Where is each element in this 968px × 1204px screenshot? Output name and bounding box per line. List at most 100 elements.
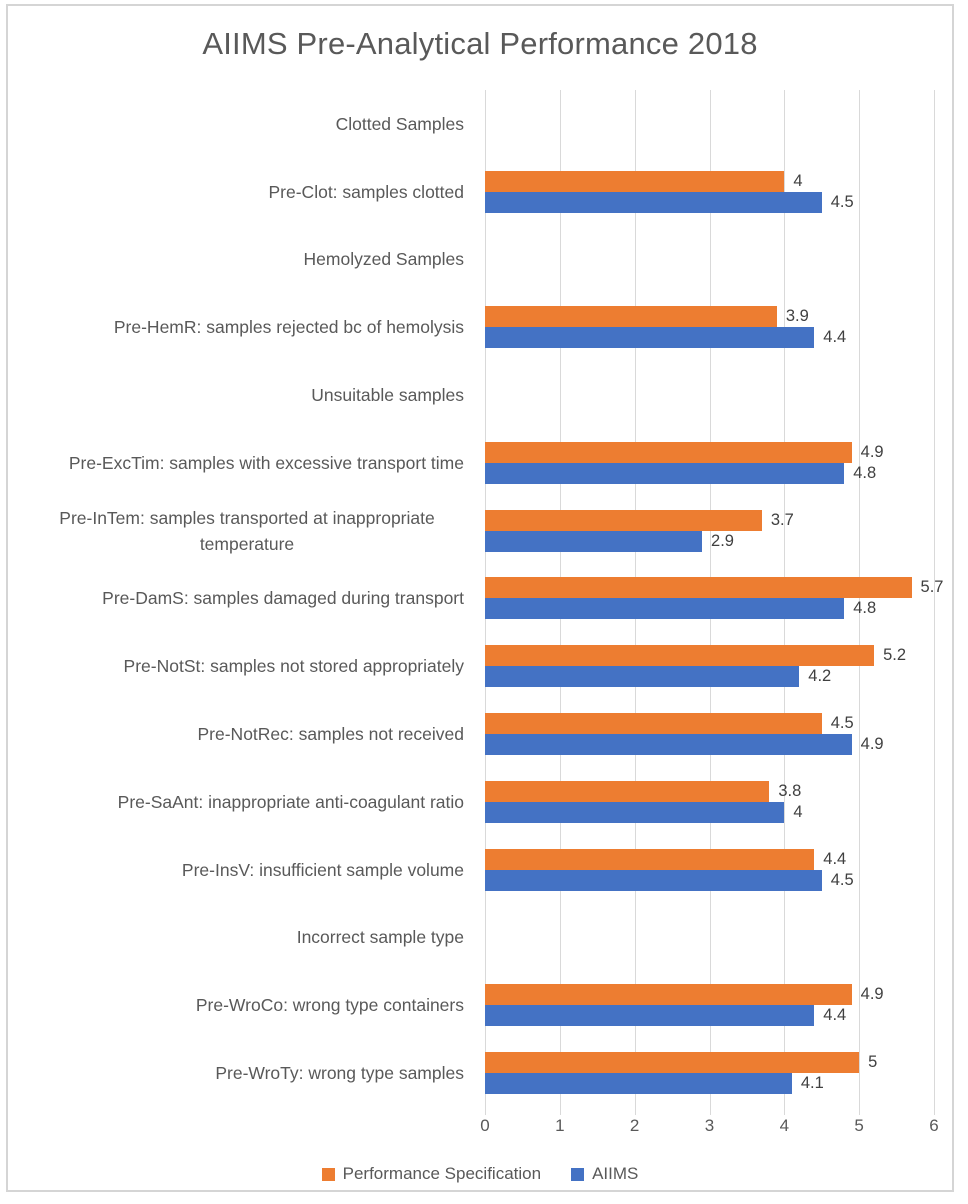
tick-mark-5 xyxy=(859,1107,861,1115)
data-label: 4.9 xyxy=(860,442,884,461)
bar-aiims xyxy=(485,327,815,349)
category-cell: Unsuitable samples xyxy=(30,361,464,429)
bar-performance-specification xyxy=(485,509,762,531)
bar-row: 4.4 4.5 xyxy=(485,836,934,904)
data-label: 4.2 xyxy=(808,667,832,686)
data-label: 4.9 xyxy=(860,735,884,754)
bar-row: 3.9 4.4 xyxy=(485,293,934,361)
bar-row: 4 4.5 xyxy=(485,158,934,226)
bar-row: 4.9 4.4 xyxy=(485,971,934,1039)
category-cell: Pre-InTem: samples transported at inappr… xyxy=(30,497,464,565)
category-cell: Pre-WroCo: wrong type containers xyxy=(30,971,464,1039)
bar-performance-specification xyxy=(485,645,875,667)
category-label: Pre-InTem: samples transported at inappr… xyxy=(59,507,435,554)
data-label: 4.5 xyxy=(830,192,854,211)
data-label: 5.2 xyxy=(883,646,907,665)
x-tick-label-3: 3 xyxy=(704,1116,715,1135)
category-axis-labels: Clotted Samples Pre-Clot: samples clotted… xyxy=(30,90,464,1107)
data-label: 4 xyxy=(793,171,803,190)
gridline-6 xyxy=(934,90,935,1107)
bar-performance-specification xyxy=(485,780,770,802)
data-label: 4.4 xyxy=(823,849,847,868)
value-axis: 0 1 2 3 4 5 6 xyxy=(480,1116,938,1140)
tick-mark-1 xyxy=(559,1107,561,1115)
category-cell: Clotted Samples xyxy=(30,90,464,158)
legend-swatch-icon xyxy=(321,1167,335,1181)
legend-item-performance-specification: Performance Specification xyxy=(321,1164,541,1184)
data-label: 2.9 xyxy=(711,531,734,550)
bar-row: 4.9 4.8 xyxy=(485,429,934,497)
bar-row: 5.2 4.2 xyxy=(485,632,934,700)
data-label: 4.4 xyxy=(823,328,847,347)
bar-row xyxy=(485,904,934,972)
x-tick-label-2: 2 xyxy=(629,1116,640,1135)
data-label: 4.5 xyxy=(830,714,854,733)
bar-aiims xyxy=(485,666,800,688)
bar-row: 4.5 4.9 xyxy=(485,700,934,768)
tick-mark-2 xyxy=(634,1107,636,1115)
tick-mark-3 xyxy=(709,1107,711,1115)
category-cell: Pre-NotSt: samples not stored appropriat… xyxy=(30,632,464,700)
bar-row: 3.8 4 xyxy=(485,768,934,836)
category-label: Pre-WroTy: wrong type samples xyxy=(215,1063,464,1084)
category-cell: Pre-NotRec: samples not received xyxy=(30,700,465,768)
gridline-5 xyxy=(859,90,861,1107)
category-label: Pre-InsV: insufficient sample volume xyxy=(181,859,464,880)
bar-aiims xyxy=(485,598,845,620)
bar-aiims xyxy=(485,734,852,756)
data-label: 4.4 xyxy=(823,1006,847,1025)
category-label: Pre-NotSt: samples not stored appropriat… xyxy=(123,656,464,677)
bar-row: 5 4.1 xyxy=(485,1039,934,1107)
category-label: Pre-Clot: samples clotted xyxy=(268,181,465,202)
category-cell: Pre-WroTy: wrong type samples xyxy=(30,1039,464,1107)
data-label: 3.7 xyxy=(770,510,794,529)
category-label: Unsuitable samples xyxy=(311,385,464,406)
tick-mark-6 xyxy=(934,1107,935,1115)
plot-area: 4 4.5 3.9 4.4 4.9 4.8 3.7 2.9 5.7 4.8 5.2 4.2 4.5 4.9… xyxy=(485,90,943,1115)
category-label: Incorrect sample type xyxy=(296,927,464,948)
category-cell: Pre-DamS: samples damaged during transpo… xyxy=(30,565,464,633)
x-tick-label-1: 1 xyxy=(555,1116,565,1135)
x-tick-label-4: 4 xyxy=(779,1116,790,1135)
bar-performance-specification xyxy=(485,848,815,870)
x-tick-label-0: 0 xyxy=(480,1116,490,1135)
category-label: Pre-DamS: samples damaged during transpo… xyxy=(102,588,464,609)
bar-row xyxy=(485,226,934,294)
bar-performance-specification xyxy=(485,170,785,192)
bar-row xyxy=(485,361,934,429)
category-label: Hemolyzed Samples xyxy=(303,249,464,270)
legend-item-aiims: AIIMS xyxy=(571,1164,638,1184)
chart-title: AIIMS Pre-Analytical Performance 2018 xyxy=(202,26,758,61)
bar-aiims xyxy=(485,1005,815,1027)
bar-performance-specification xyxy=(485,441,852,463)
bar-aiims xyxy=(485,801,785,823)
bar-performance-specification xyxy=(485,984,852,1006)
bar-performance-specification xyxy=(485,1052,860,1074)
category-label: Pre-NotRec: samples not received xyxy=(197,724,465,745)
data-label: 4.5 xyxy=(830,870,854,889)
chart-frame: AIIMS Pre-Analytical Performance 2018 Cl… xyxy=(6,4,954,1192)
category-label: Pre-SaAnt: inappropriate anti-coagulant … xyxy=(117,791,464,812)
data-label: 4.8 xyxy=(853,463,877,482)
data-label: 3.9 xyxy=(785,307,809,326)
category-label: Pre-ExcTim: samples with excessive trans… xyxy=(68,452,464,473)
data-label: 3.8 xyxy=(778,781,802,800)
category-cell: Hemolyzed Samples xyxy=(30,226,464,294)
bar-aiims xyxy=(485,1073,792,1095)
data-label: 4.1 xyxy=(800,1074,824,1093)
category-label: Pre-WroCo: wrong type containers xyxy=(195,995,464,1016)
x-tick-label-6: 6 xyxy=(929,1116,939,1135)
tick-mark-4 xyxy=(784,1107,786,1115)
bar-row xyxy=(485,90,934,158)
legend-label: AIIMS xyxy=(592,1164,639,1183)
bar-performance-specification xyxy=(485,306,777,328)
chart-legend: Performance Specification AIIMS xyxy=(8,1164,952,1184)
category-cell: Pre-InsV: insufficient sample volume xyxy=(30,836,464,904)
bar-aiims xyxy=(485,462,845,484)
bar-performance-specification xyxy=(485,577,912,599)
data-label: 5.7 xyxy=(920,578,944,597)
category-cell: Pre-ExcTim: samples with excessive trans… xyxy=(30,429,464,497)
category-cell: Pre-SaAnt: inappropriate anti-coagulant … xyxy=(30,768,464,836)
data-label: 4 xyxy=(793,802,803,821)
bar-aiims xyxy=(485,191,822,213)
